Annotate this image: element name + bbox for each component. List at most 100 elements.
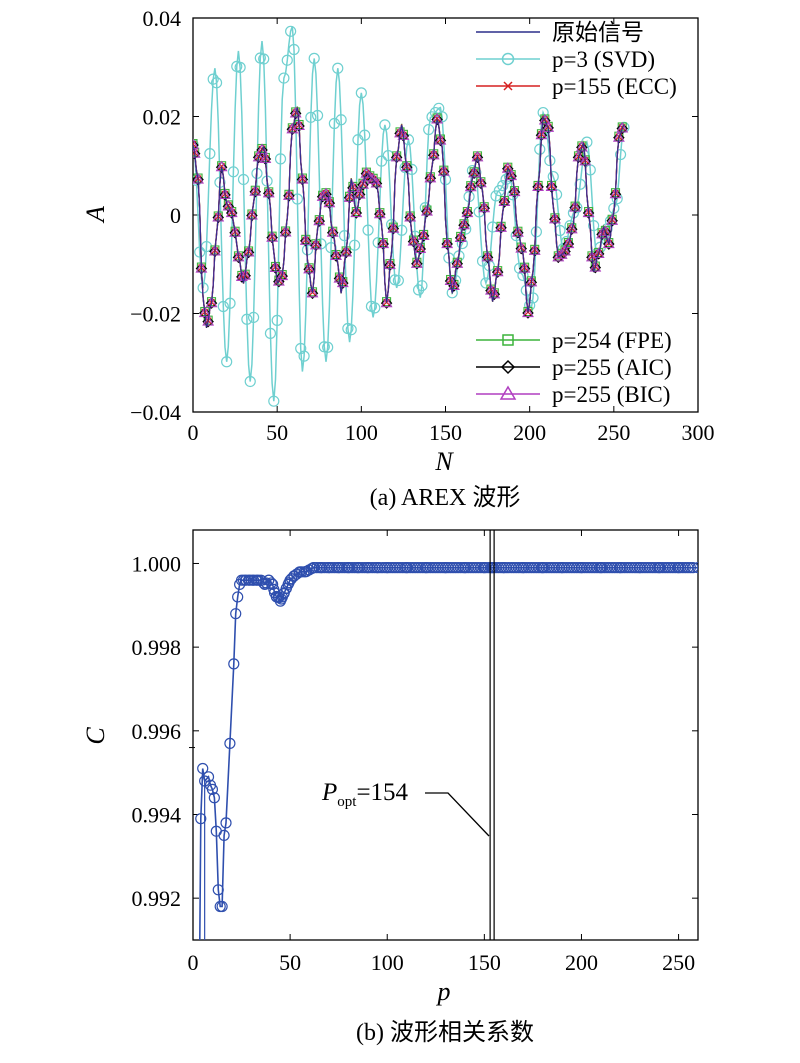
data-point	[534, 143, 546, 155]
data-point	[602, 237, 615, 249]
data-point	[421, 205, 433, 218]
data-point	[271, 314, 283, 326]
data-point	[224, 737, 236, 749]
data-point	[195, 813, 207, 825]
x-tick-label: 150	[468, 950, 501, 975]
data-point	[228, 658, 240, 670]
y-tick-label: 0.992	[132, 886, 182, 911]
x-tick-label: 250	[597, 420, 630, 445]
data-point	[193, 138, 199, 150]
data-point	[268, 583, 280, 596]
data-point	[599, 226, 612, 238]
data-point	[481, 250, 494, 262]
data-point	[258, 53, 270, 65]
data-point	[225, 206, 238, 218]
chart-b-caption: (b) 波形相关系数	[356, 1019, 534, 1046]
data-point	[679, 562, 691, 574]
data-point	[263, 574, 275, 586]
data-point	[225, 207, 238, 219]
data-point	[266, 231, 278, 244]
data-point	[340, 246, 352, 259]
data-point	[230, 608, 242, 620]
legend-item-svd: p=3 (SVD)	[476, 47, 655, 72]
data-point	[616, 122, 629, 135]
data-point	[474, 176, 487, 188]
data-point	[234, 61, 246, 73]
data-point	[199, 307, 211, 319]
data-point	[562, 238, 575, 250]
data-point	[260, 577, 272, 589]
data-point	[517, 269, 529, 282]
data-point	[410, 257, 423, 268]
data-point	[255, 574, 267, 587]
legend-label-fpe: p=254 (FPE)	[552, 328, 672, 353]
data-point	[559, 244, 571, 256]
y-tick-label: −0.02	[130, 302, 181, 327]
data-point	[264, 327, 277, 339]
legend-item-original: 原始信号	[476, 20, 644, 45]
data-point	[501, 162, 514, 173]
data-point	[212, 884, 224, 896]
data-point	[281, 54, 293, 66]
data-point	[592, 248, 605, 260]
y-tick-label: 1.000	[132, 551, 182, 576]
data-point	[265, 577, 277, 589]
x-tick-label: 200	[565, 950, 598, 975]
data-point	[411, 257, 423, 270]
data-point	[575, 140, 588, 152]
data-point	[237, 173, 250, 186]
data-point	[241, 313, 253, 325]
data-point	[322, 341, 334, 353]
data-point	[684, 562, 697, 574]
data-point	[288, 43, 300, 56]
data-point	[326, 226, 339, 239]
data-point	[193, 139, 199, 151]
data-point	[363, 171, 376, 184]
y-tick-label: 0.996	[132, 719, 182, 744]
legend-item-aic: p=255 (AIC)	[476, 355, 672, 380]
data-point	[552, 250, 565, 262]
data-point	[215, 161, 228, 174]
legend-item-fpe: p=254 (FPE)	[476, 328, 672, 353]
data-point	[458, 218, 470, 230]
data-point	[441, 238, 453, 250]
data-point	[328, 117, 340, 130]
data-point	[527, 292, 539, 304]
legend-item-ecc: p=155 (ECC)	[476, 74, 677, 99]
data-point	[244, 375, 256, 388]
data-point	[407, 235, 420, 248]
data-point	[219, 188, 231, 199]
data-point	[295, 342, 307, 355]
data-point	[572, 151, 585, 164]
data-point	[468, 167, 480, 180]
data-point	[555, 248, 568, 261]
chart-b-frame	[192, 529, 699, 941]
data-point	[565, 223, 578, 236]
data-point	[596, 227, 608, 239]
data-point	[313, 214, 326, 226]
data-point	[350, 206, 363, 218]
data-point	[276, 269, 289, 281]
data-point	[232, 250, 245, 262]
x-tick-label: 50	[279, 950, 301, 975]
data-point	[224, 297, 236, 309]
data-point	[512, 226, 524, 239]
chart-b: 0 50 100 150 200 250 0.992 0.994 0.996 0.998 1.000…	[81, 529, 699, 1046]
data-point	[471, 151, 484, 164]
legend-label-ecc: p=155 (ECC)	[552, 74, 677, 99]
data-point	[515, 242, 528, 255]
chart-b-tick-marks	[189, 530, 698, 940]
y-tick-label: 0.994	[132, 802, 182, 827]
data-point	[359, 129, 371, 141]
y-tick-label: 0.04	[143, 6, 182, 31]
data-point	[205, 296, 218, 308]
data-point	[444, 274, 457, 286]
data-point	[197, 762, 209, 775]
chart-a-xlabel: N	[434, 447, 454, 476]
data-point	[249, 185, 262, 198]
data-point	[355, 87, 367, 99]
data-point	[606, 215, 618, 227]
data-point	[530, 226, 543, 238]
data-point	[592, 247, 605, 258]
data-point	[498, 196, 511, 208]
